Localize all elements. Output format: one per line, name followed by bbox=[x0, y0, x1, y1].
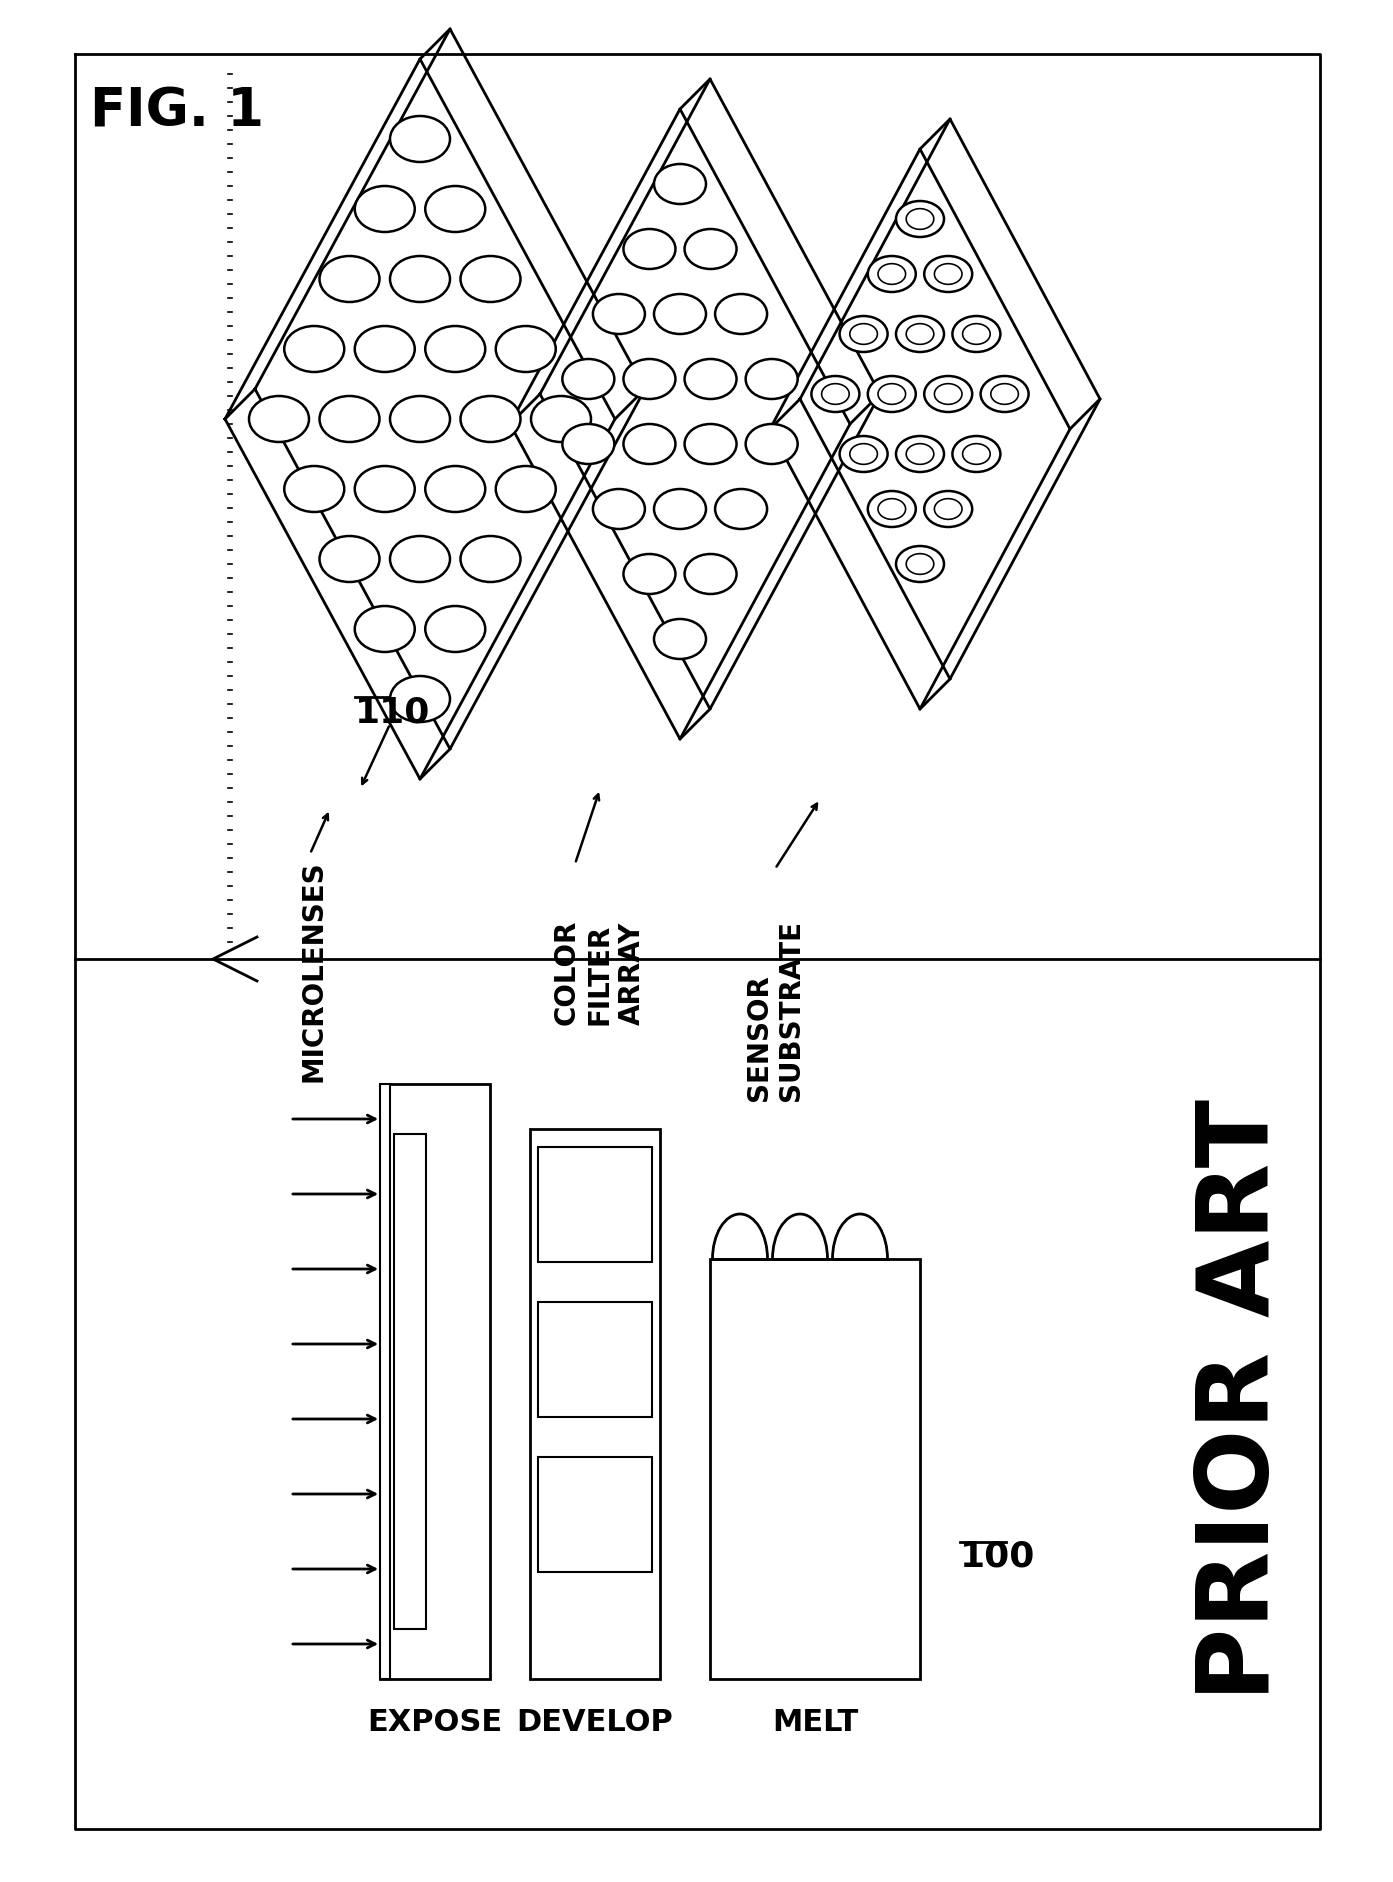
Text: COLOR
FILTER
ARRAY: COLOR FILTER ARRAY bbox=[553, 920, 646, 1026]
Ellipse shape bbox=[907, 444, 933, 465]
Ellipse shape bbox=[840, 316, 887, 352]
Text: 110: 110 bbox=[355, 694, 430, 728]
Ellipse shape bbox=[868, 491, 915, 527]
Ellipse shape bbox=[745, 425, 798, 465]
Ellipse shape bbox=[981, 376, 1028, 412]
Ellipse shape bbox=[425, 467, 485, 512]
Ellipse shape bbox=[924, 256, 972, 294]
Text: MICROLENSES: MICROLENSES bbox=[299, 860, 327, 1080]
Ellipse shape bbox=[624, 359, 676, 399]
Ellipse shape bbox=[850, 324, 878, 344]
Ellipse shape bbox=[907, 209, 933, 230]
Text: DEVELOP: DEVELOP bbox=[517, 1707, 673, 1735]
Ellipse shape bbox=[811, 376, 859, 412]
Bar bbox=[380, 1084, 390, 1679]
Ellipse shape bbox=[563, 425, 614, 465]
Ellipse shape bbox=[896, 201, 944, 237]
Ellipse shape bbox=[496, 467, 556, 512]
Ellipse shape bbox=[461, 256, 521, 303]
Ellipse shape bbox=[907, 555, 933, 576]
Ellipse shape bbox=[850, 444, 878, 465]
Ellipse shape bbox=[878, 499, 905, 519]
Ellipse shape bbox=[531, 397, 591, 442]
Ellipse shape bbox=[924, 491, 972, 527]
Ellipse shape bbox=[496, 327, 556, 373]
Ellipse shape bbox=[284, 467, 344, 512]
Ellipse shape bbox=[896, 437, 944, 472]
Ellipse shape bbox=[593, 489, 645, 529]
Ellipse shape bbox=[896, 546, 944, 583]
Ellipse shape bbox=[684, 230, 737, 269]
Text: SENSOR
SUBSTRATE: SENSOR SUBSTRATE bbox=[745, 920, 805, 1101]
Bar bbox=[538, 1457, 652, 1571]
Ellipse shape bbox=[563, 359, 614, 399]
Ellipse shape bbox=[425, 327, 485, 373]
Ellipse shape bbox=[935, 499, 963, 519]
Ellipse shape bbox=[355, 327, 415, 373]
Bar bbox=[538, 1302, 652, 1417]
Ellipse shape bbox=[924, 376, 972, 412]
Ellipse shape bbox=[963, 324, 990, 344]
Ellipse shape bbox=[319, 397, 379, 442]
Ellipse shape bbox=[284, 327, 344, 373]
Ellipse shape bbox=[249, 397, 309, 442]
Ellipse shape bbox=[745, 359, 798, 399]
Bar bbox=[529, 1129, 660, 1679]
Text: PRIOR ART: PRIOR ART bbox=[1192, 1099, 1290, 1699]
Ellipse shape bbox=[822, 384, 850, 405]
Ellipse shape bbox=[390, 117, 450, 164]
Bar bbox=[380, 1084, 490, 1679]
Ellipse shape bbox=[715, 295, 768, 335]
Ellipse shape bbox=[653, 166, 706, 205]
Ellipse shape bbox=[953, 316, 1000, 352]
Ellipse shape bbox=[653, 489, 706, 529]
Ellipse shape bbox=[990, 384, 1018, 405]
Ellipse shape bbox=[963, 444, 990, 465]
Ellipse shape bbox=[935, 384, 963, 405]
Text: FIG. 1: FIG. 1 bbox=[91, 85, 265, 137]
Ellipse shape bbox=[896, 316, 944, 352]
Ellipse shape bbox=[425, 606, 485, 653]
Ellipse shape bbox=[390, 536, 450, 583]
Ellipse shape bbox=[319, 536, 379, 583]
Text: MELT: MELT bbox=[772, 1707, 858, 1735]
Ellipse shape bbox=[840, 437, 887, 472]
Ellipse shape bbox=[461, 536, 521, 583]
Ellipse shape bbox=[935, 265, 963, 286]
Polygon shape bbox=[770, 151, 1070, 710]
Ellipse shape bbox=[390, 678, 450, 723]
Ellipse shape bbox=[425, 186, 485, 233]
Ellipse shape bbox=[878, 265, 905, 286]
Ellipse shape bbox=[684, 555, 737, 595]
Ellipse shape bbox=[653, 619, 706, 661]
Ellipse shape bbox=[907, 324, 933, 344]
Ellipse shape bbox=[624, 230, 676, 269]
Ellipse shape bbox=[461, 397, 521, 442]
Bar bbox=[710, 1259, 919, 1679]
Ellipse shape bbox=[715, 489, 768, 529]
Ellipse shape bbox=[684, 425, 737, 465]
Ellipse shape bbox=[868, 256, 915, 294]
Ellipse shape bbox=[355, 186, 415, 233]
Ellipse shape bbox=[868, 376, 915, 412]
Text: 100: 100 bbox=[960, 1539, 1035, 1573]
Ellipse shape bbox=[355, 467, 415, 512]
Ellipse shape bbox=[953, 437, 1000, 472]
Ellipse shape bbox=[684, 359, 737, 399]
Ellipse shape bbox=[653, 295, 706, 335]
Text: EXPOSE: EXPOSE bbox=[368, 1707, 503, 1735]
Ellipse shape bbox=[355, 606, 415, 653]
Ellipse shape bbox=[878, 384, 905, 405]
Bar bbox=[538, 1148, 652, 1263]
Ellipse shape bbox=[390, 256, 450, 303]
Bar bbox=[394, 1135, 426, 1630]
Ellipse shape bbox=[624, 555, 676, 595]
Ellipse shape bbox=[593, 295, 645, 335]
Ellipse shape bbox=[624, 425, 676, 465]
Polygon shape bbox=[226, 60, 614, 779]
Polygon shape bbox=[510, 109, 850, 740]
Ellipse shape bbox=[319, 256, 379, 303]
Ellipse shape bbox=[390, 397, 450, 442]
